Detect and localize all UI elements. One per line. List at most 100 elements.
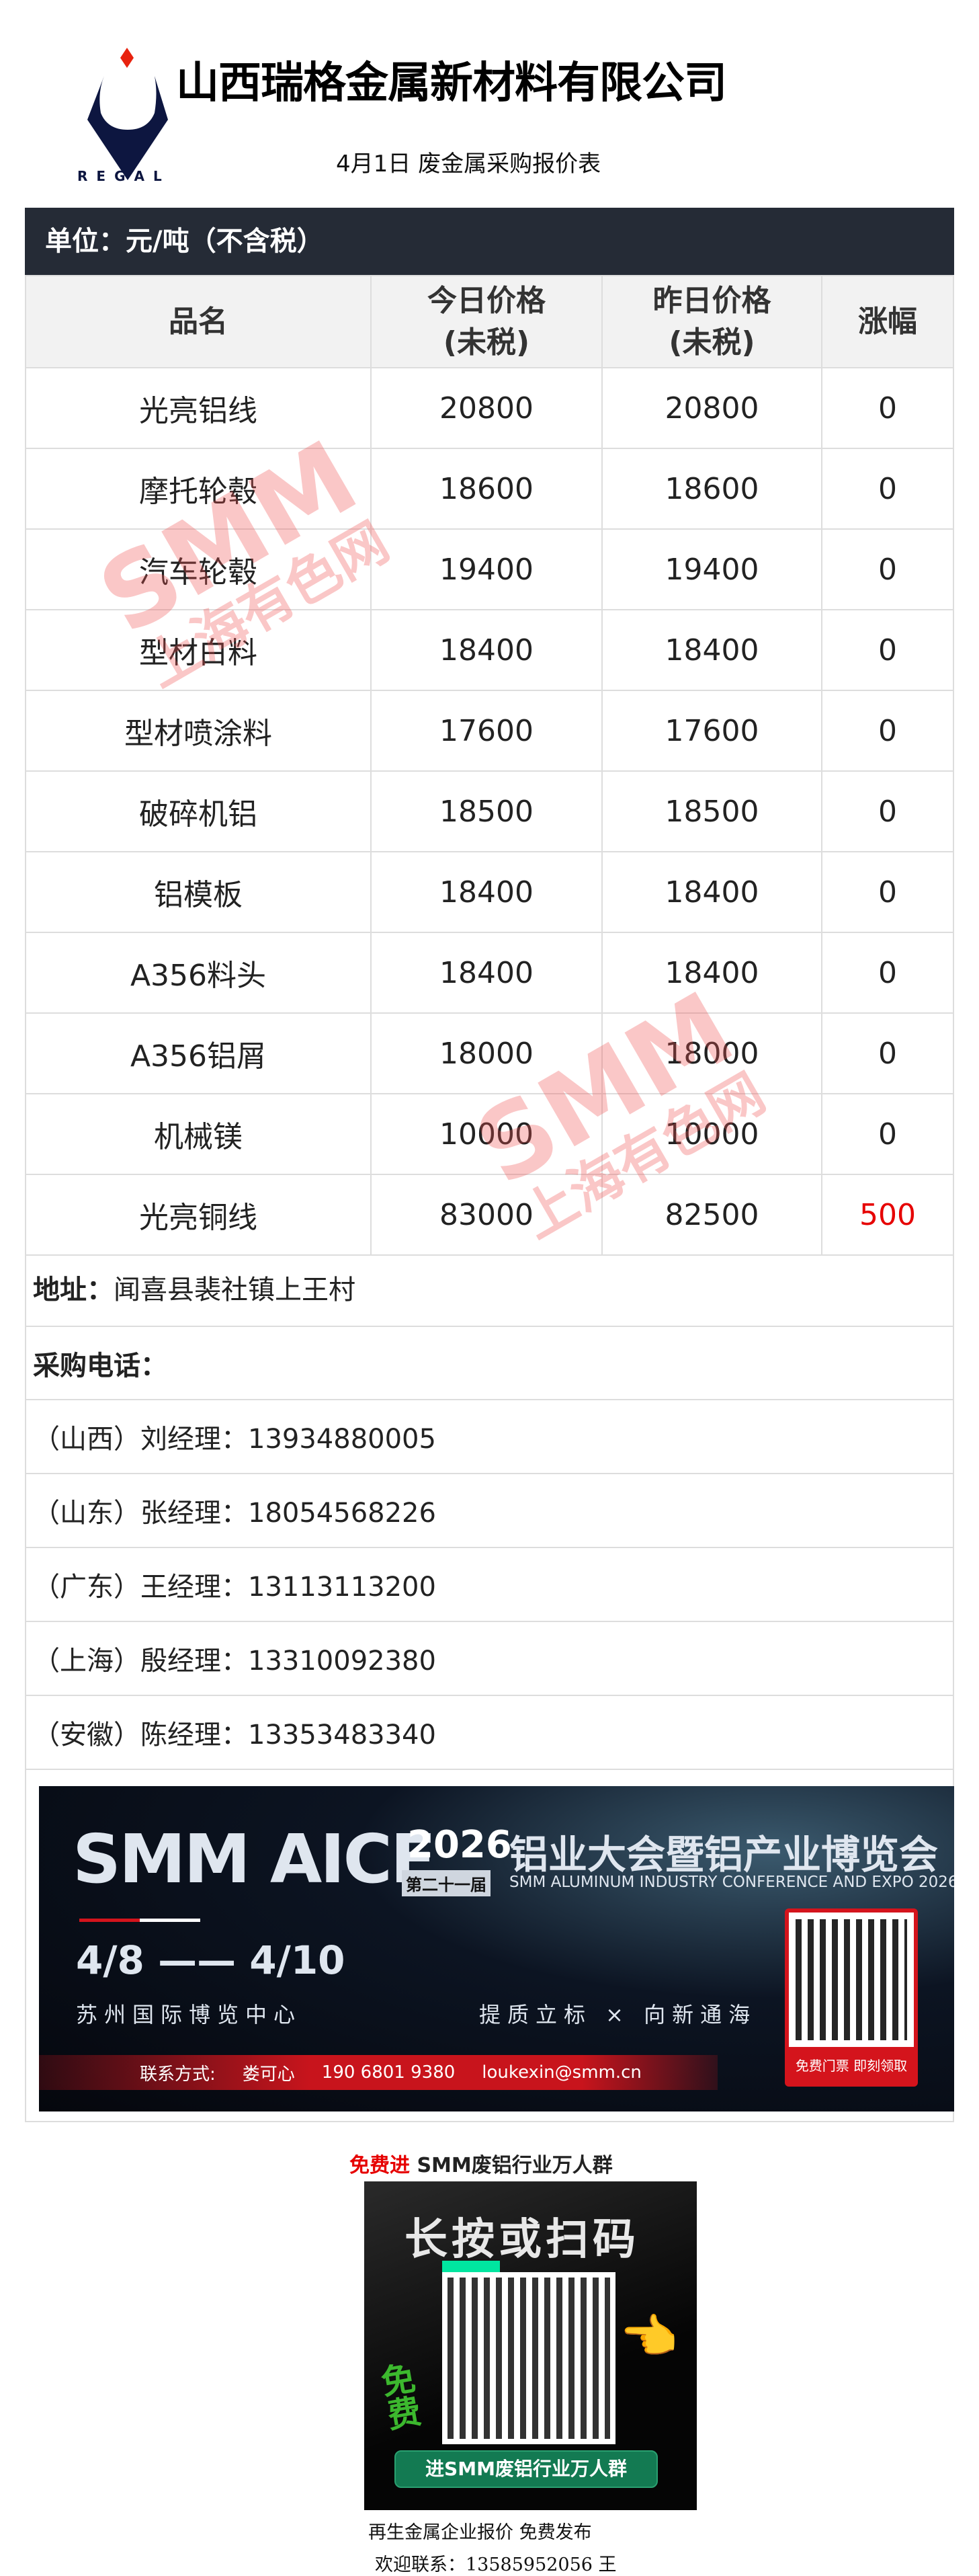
qr-heading: 长按或扫码: [405, 2215, 640, 2265]
today-price: 83000: [370, 1174, 603, 1256]
item-name: 破碎机铝: [25, 770, 372, 852]
contact-label: 联系方式:: [140, 2064, 216, 2085]
aice-banner[interactable]: SMM AICE 2026 第二十一届 铝业大会暨铝产业博览会 SMM ALUM…: [39, 1786, 954, 2111]
contact-phone: 190 6801 9380: [321, 2062, 456, 2083]
item-name: A356料头: [25, 932, 372, 1014]
yesterday-price: 18600: [601, 448, 822, 530]
phone-row: （山西）刘经理：13934880005: [25, 1400, 954, 1474]
qr-code-icon: [442, 2272, 615, 2444]
item-name: 型材喷涂料: [25, 690, 372, 772]
banner-edition: 第二十一届: [402, 1870, 491, 1896]
today-price: 18600: [370, 448, 603, 530]
yesterday-price: 19400: [601, 528, 822, 610]
item-name: 机械镁: [25, 1093, 372, 1175]
logo-text: REGAL: [77, 168, 171, 184]
banner-venue: 苏州国际博览中心: [76, 2002, 302, 2027]
table-row: 铝模板 18400 18400 0: [25, 851, 954, 933]
qr-tab: [442, 2261, 500, 2273]
group-heading: 免费进 SMM废铝行业万人群: [349, 2148, 613, 2178]
address-row: 地址： 闻喜县裴社镇上王村: [25, 1248, 954, 1327]
yesterday-price: 18400: [601, 932, 822, 1014]
today-price: 17600: [370, 690, 603, 772]
company-title: 山西瑞格金属新材料有限公司: [176, 58, 727, 108]
address-label: 地址：: [33, 1274, 114, 1305]
today-price: 18400: [370, 932, 603, 1014]
today-price: 18400: [370, 609, 603, 691]
pointing-hand-icon: 👈: [620, 2309, 679, 2364]
qr-free-text: 免费: [378, 2358, 425, 2436]
price-table: 品名 今日价格 (未税) 昨日价格 (未税) 涨幅 光亮铝线 20800 20800 0 摩托轮毂…: [25, 275, 954, 1256]
item-name: 摩托轮毂: [25, 448, 372, 530]
item-name: 光亮铜线: [25, 1174, 372, 1256]
change: 0: [821, 609, 954, 691]
yesterday-price: 17600: [601, 690, 822, 772]
contact-email: loukexin@smm.cn: [482, 2062, 642, 2083]
ticket-label: 免费门票 即刻领取: [795, 2058, 908, 2074]
table-row: A356铝屑 18000 18000 0: [25, 1012, 954, 1094]
ticket-qr-card[interactable]: 免费门票 即刻领取: [785, 1908, 918, 2087]
yesterday-price: 18400: [601, 609, 822, 691]
banner-divider: [79, 1919, 140, 1922]
change: 0: [821, 851, 954, 933]
phones-label: 采购电话：: [25, 1327, 954, 1400]
yesterday-price: 18500: [601, 770, 822, 852]
table-row: 摩托轮毂 18600 18600 0: [25, 448, 954, 530]
change: 0: [821, 1093, 954, 1175]
banner-year: 2026: [407, 1823, 512, 1867]
banner-title-cn: 铝业大会暨铝产业博览会: [509, 1832, 939, 1878]
today-price: 20800: [370, 367, 603, 449]
change: 0: [821, 528, 954, 610]
phone-row: （上海）殷经理：13310092380: [25, 1622, 954, 1696]
change: 0: [821, 367, 954, 449]
today-price: 18500: [370, 770, 603, 852]
qr-code-icon: [789, 1913, 914, 2047]
change: 0: [821, 448, 954, 530]
change: 500: [821, 1174, 954, 1256]
phone-row: （山东）张经理：18054568226: [25, 1474, 954, 1548]
qr-join-button: 进SMM废铝行业万人群: [394, 2450, 658, 2488]
yesterday-price: 20800: [601, 367, 822, 449]
table-row: A356料头 18400 18400 0: [25, 932, 954, 1014]
change: 0: [821, 770, 954, 852]
banner-dates: 4/8 —— 4/10: [76, 1937, 345, 1983]
column-header: 今日价格 (未税): [370, 275, 603, 368]
item-name: 汽车轮毂: [25, 528, 372, 610]
table-row: 汽车轮毂 19400 19400 0: [25, 528, 954, 610]
table-row: 光亮铝线 20800 20800 0: [25, 367, 954, 449]
column-header: 昨日价格 (未税): [601, 275, 822, 368]
page-subtitle: 4月1日 废金属采购报价表: [336, 151, 601, 177]
banner-slogan: 提质立标 × 向新通海: [479, 2002, 757, 2027]
column-header: 涨幅: [821, 275, 954, 368]
group-title: SMM废铝行业万人群: [410, 2154, 613, 2177]
change: 0: [821, 1012, 954, 1094]
yesterday-price: 18000: [601, 1012, 822, 1094]
table-row: 光亮铜线 83000 82500 500: [25, 1174, 954, 1256]
free-label: 免费进: [349, 2154, 410, 2177]
table-row: 破碎机铝 18500 18500 0: [25, 770, 954, 852]
today-price: 10000: [370, 1093, 603, 1175]
table-row: 型材喷涂料 17600 17600 0: [25, 690, 954, 772]
banner-brand: SMM AICE: [73, 1820, 436, 1898]
table-row: 机械镁 10000 10000 0: [25, 1093, 954, 1175]
banner-title-en: SMM ALUMINUM INDUSTRY CONFERENCE AND EXP…: [509, 1874, 954, 1891]
banner-divider: [140, 1919, 200, 1922]
contact-name: 娄可心: [242, 2064, 295, 2085]
phone-row: （安徽）陈经理：13353483340: [25, 1696, 954, 1770]
change: 0: [821, 690, 954, 772]
item-name: 光亮铝线: [25, 367, 372, 449]
yesterday-price: 18400: [601, 851, 822, 933]
unit-bar: 单位：元/吨（不含税）: [25, 208, 954, 275]
change: 0: [821, 932, 954, 1014]
today-price: 18400: [370, 851, 603, 933]
table-row: 型材白料 18400 18400 0: [25, 609, 954, 691]
item-name: 型材白料: [25, 609, 372, 691]
today-price: 19400: [370, 528, 603, 610]
phone-row: （广东）王经理：13113113200: [25, 1548, 954, 1622]
banner-contact-strip: 联系方式: 娄可心 190 6801 9380 loukexin@smm.cn: [39, 2055, 718, 2090]
column-header: 品名: [25, 275, 372, 368]
yesterday-price: 82500: [601, 1174, 822, 1256]
group-qr-image[interactable]: 长按或扫码 免费 👈 进SMM废铝行业万人群: [364, 2181, 697, 2510]
regal-logo: REGAL: [87, 48, 168, 180]
footer-line-2: 欢迎联系：13585952056 王: [375, 2554, 617, 2575]
item-name: 铝模板: [25, 851, 372, 933]
